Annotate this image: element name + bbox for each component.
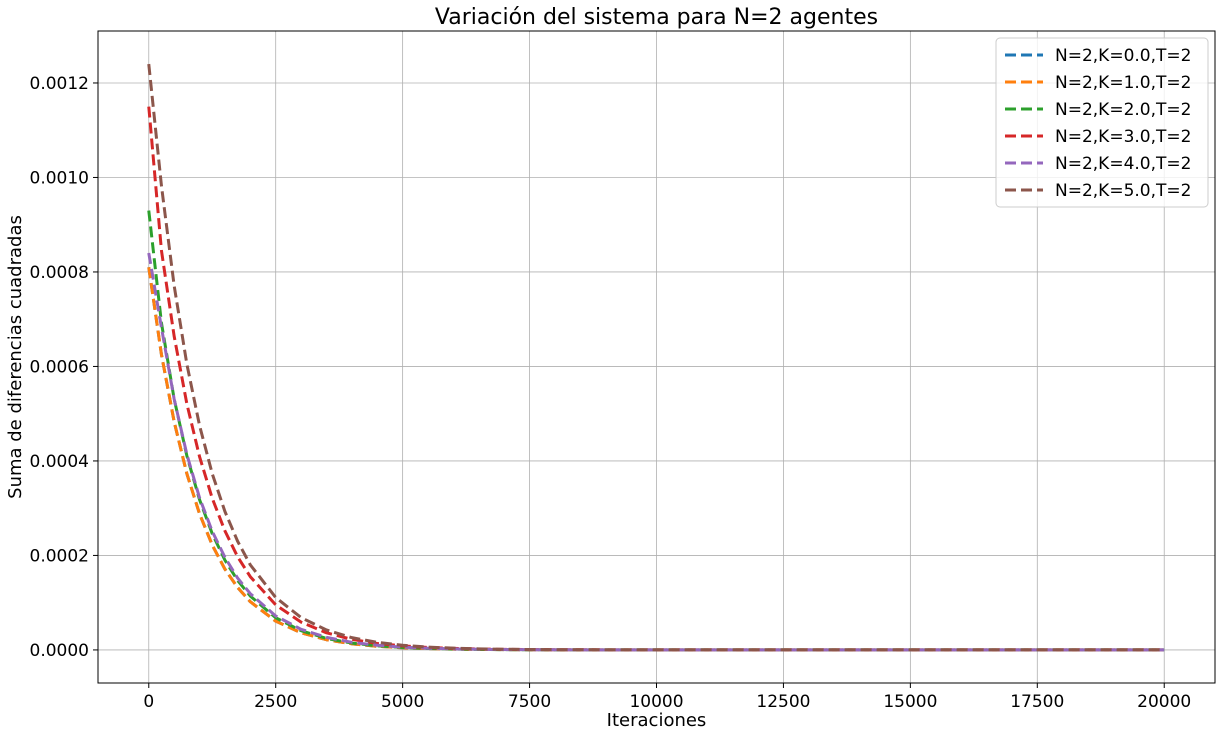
y-tick-label: 0.0006 (30, 357, 89, 377)
x-axis-label: Iteraciones (607, 710, 707, 731)
y-tick-label: 0.0008 (30, 263, 89, 283)
y-tick-label: 0.0000 (30, 641, 89, 661)
series-line-6 (147, 63, 1165, 652)
x-axis-ticks: 0 2500 5000 7500 10000 12500 15000 17500 20000 (143, 683, 1191, 712)
y-tick-label: 0.0002 (30, 546, 89, 566)
legend-label-5: N=2,K=4.0,T=2 (1055, 154, 1191, 174)
x-tick-label: 2500 (254, 692, 297, 712)
y-axis-ticks: 0.0000 0.0002 0.0004 0.0006 0.0008 0.0010 0.00… (30, 74, 98, 661)
legend-label-4: N=2,K=3.0,T=2 (1055, 127, 1191, 147)
legend-box (995, 37, 1209, 208)
legend-entries: N=2,K=0.0,T=2 N=2,K=1.0,T=2 N=2,K=2.0,T=2 N… (1005, 46, 1191, 201)
x-tick-label: 12500 (756, 692, 810, 712)
legend-label-2: N=2,K=1.0,T=2 (1055, 73, 1191, 93)
x-tick-label: 0 (143, 692, 154, 712)
x-tick-label: 20000 (1137, 692, 1191, 712)
y-tick-label: 0.0010 (30, 168, 89, 188)
y-tick-label: 0.0012 (30, 74, 89, 94)
x-tick-label: 15000 (883, 692, 937, 712)
x-tick-label: 7500 (508, 692, 551, 712)
chart-title: Variación del sistema para N=2 agentes (435, 5, 878, 30)
x-tick-label: 10000 (629, 692, 683, 712)
y-tick-label: 0.0004 (30, 452, 89, 472)
legend-label-1: N=2,K=0.0,T=2 (1055, 46, 1191, 66)
y-axis-label: Suma de diferencias cuadradas (5, 215, 26, 499)
series-lines (147, 63, 1165, 652)
x-tick-label: 5000 (381, 692, 424, 712)
legend-label-6: N=2,K=5.0,T=2 (1055, 181, 1191, 201)
legend: N=2,K=0.0,T=2 N=2,K=1.0,T=2 N=2,K=2.0,T=2 N… (995, 37, 1209, 208)
x-tick-label: 17500 (1010, 692, 1064, 712)
legend-label-3: N=2,K=2.0,T=2 (1055, 100, 1191, 120)
